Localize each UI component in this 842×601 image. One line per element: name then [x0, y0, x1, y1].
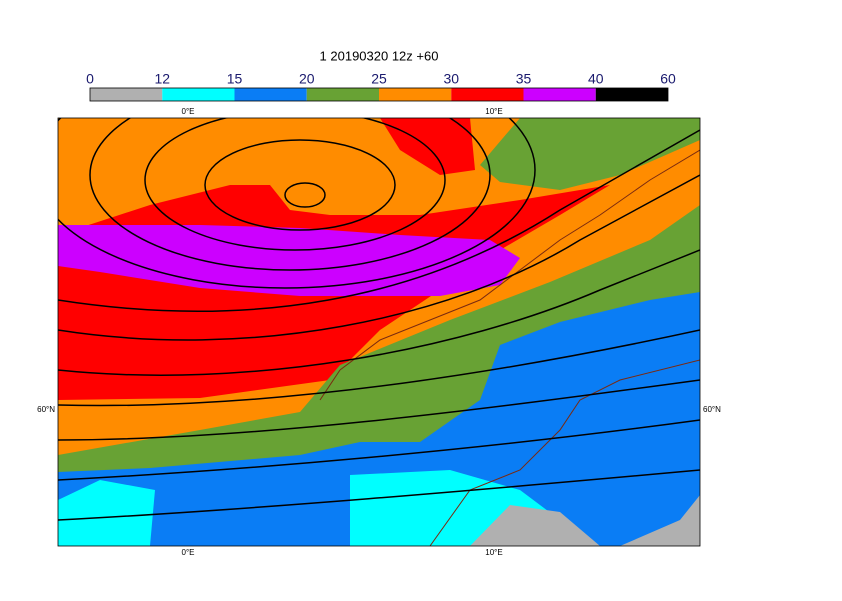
colorbar-segment [523, 88, 596, 101]
colorbar-label: 0 [86, 71, 94, 87]
colorbar-label: 12 [154, 71, 170, 87]
lon-label: 10°E [485, 107, 502, 116]
colorbar-segment [451, 88, 524, 101]
region [470, 495, 700, 546]
colorbar-label: 60 [660, 71, 676, 87]
region [58, 225, 520, 296]
lat-label: 60°N [703, 405, 721, 414]
colorbar-label: 35 [516, 71, 532, 87]
lon-label: 0°E [182, 548, 195, 557]
lat-label: 60°N [37, 405, 55, 414]
colorbar-segment [90, 88, 163, 101]
lon-label: 0°E [182, 107, 195, 116]
region [58, 292, 700, 546]
colorbar-segment [595, 88, 668, 101]
title: 1 20190320 12z +60 [320, 48, 439, 63]
colorbar-segment [379, 88, 452, 101]
colorbar-label: 30 [443, 71, 459, 87]
colorbar-segment [306, 88, 379, 101]
colorbar-label: 40 [588, 71, 604, 87]
isobars [58, 118, 700, 521]
map [58, 118, 700, 546]
region [58, 470, 560, 546]
colorbar: 0 12 15 20 25 30 35 40 60 [86, 71, 676, 102]
colorbar-label: 15 [227, 71, 243, 87]
colorbar-label: 25 [371, 71, 387, 87]
colorbar-segment [162, 88, 235, 101]
colorbar-segment [234, 88, 307, 101]
map-frame [57, 117, 701, 547]
colorbar-label: 20 [299, 71, 315, 87]
lon-label: 10°E [485, 548, 502, 557]
colorbar-frame [89, 87, 669, 102]
